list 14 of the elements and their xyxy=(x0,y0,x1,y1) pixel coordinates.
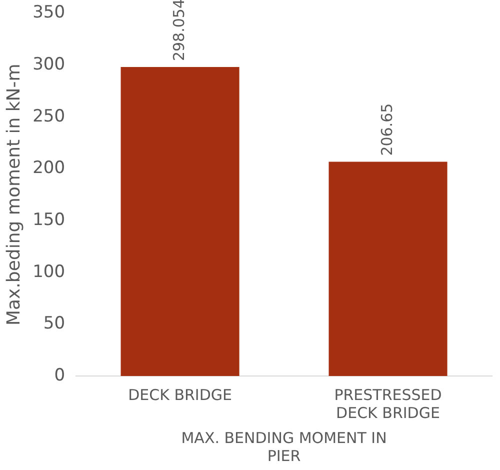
y-axis-title: Max.beding moment in kN-m xyxy=(3,64,24,326)
y-tick-label: 200 xyxy=(32,158,66,178)
x-axis-title: MAX. BENDING MOMENT IN PIER xyxy=(181,428,387,465)
x-tick-label: DECK BRIDGE xyxy=(128,386,232,404)
x-tick-label: PRESTRESSED DECK BRIDGE xyxy=(334,386,442,422)
y-tick-label: 150 xyxy=(32,210,66,230)
data-label: 298.054 xyxy=(170,0,188,62)
y-tick-label: 250 xyxy=(32,106,66,126)
data-label: 206.65 xyxy=(378,103,396,156)
y-tick-label: 300 xyxy=(32,54,66,74)
y-tick-label: 50 xyxy=(43,314,66,334)
y-tick-label: 0 xyxy=(54,365,66,386)
y-tick-label: 100 xyxy=(32,262,66,282)
y-tick-label: 350 xyxy=(32,2,66,23)
